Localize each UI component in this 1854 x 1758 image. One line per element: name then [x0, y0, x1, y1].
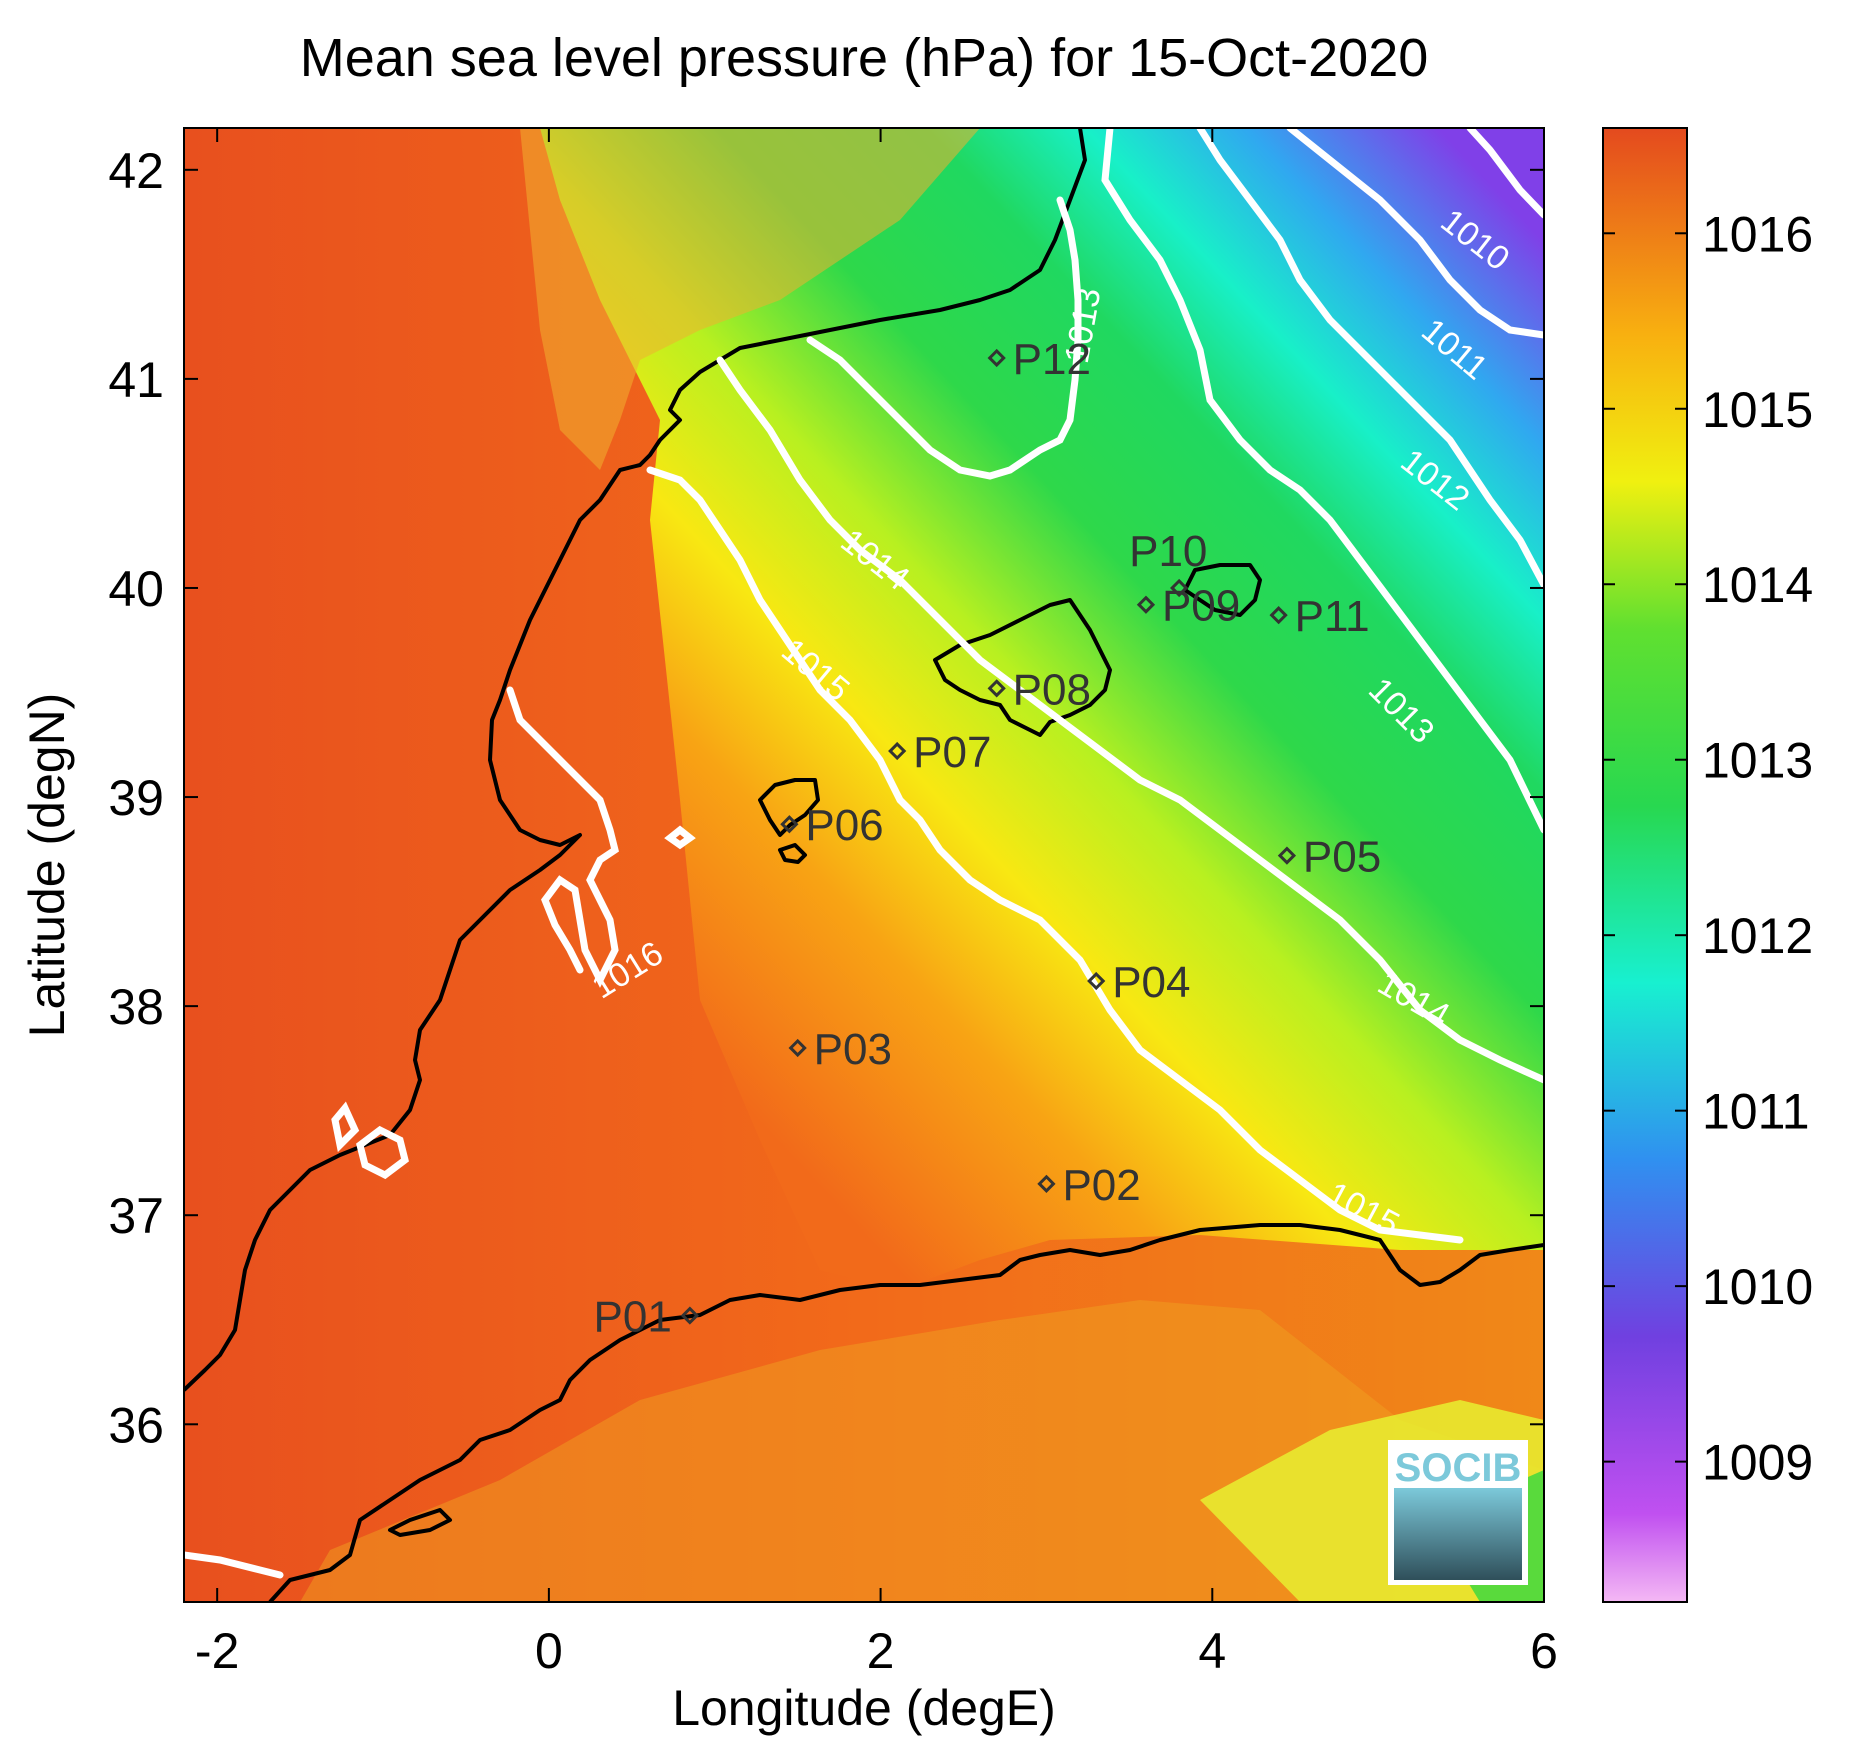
coastline-alboran-island [388, 1508, 452, 1537]
x-tick-label: 0 [535, 1623, 563, 1679]
chart-title: Mean sea level pressure (hPa) for 15-Oct… [300, 28, 1429, 88]
station-label: P06 [805, 801, 883, 850]
contour-1015 [646, 466, 1464, 1244]
station-marker [1169, 578, 1189, 598]
x-tick-label: -2 [195, 1623, 239, 1679]
colorbar-tick-label: 1014 [1702, 557, 1813, 613]
station-marker [987, 348, 1006, 368]
contour-1010 [1466, 128, 1544, 219]
coastline-menorca [1183, 563, 1262, 617]
y-tick-label: 37 [108, 1188, 164, 1244]
colorbar-tick-label: 1015 [1702, 382, 1813, 438]
coastlines [184, 128, 1544, 1602]
station-label: P11 [1295, 592, 1370, 641]
plot-frame [183, 127, 1545, 1603]
x-tick-label: 4 [1198, 1623, 1226, 1679]
y-tick-label: 40 [108, 561, 164, 617]
contour-1016-small-c [664, 825, 696, 850]
coastline-formentera [778, 843, 807, 864]
colorbar-ticks: 1009 1010 1011 1012 1013 1014 1015 1016 [1603, 206, 1813, 1491]
contour-1012 [1196, 128, 1544, 589]
contour-1016-south [184, 1551, 284, 1579]
station-label: P10 [1129, 527, 1207, 576]
station-marker [1087, 971, 1106, 991]
colorbar-tick-label: 1009 [1702, 1435, 1813, 1491]
station-marker [1269, 606, 1288, 625]
y-axis: 36 37 38 39 40 41 42 [108, 143, 1544, 1453]
station-marker [1277, 846, 1297, 865]
colorbar-tick-label: 1011 [1702, 1084, 1810, 1140]
station-label: P04 [1112, 958, 1190, 1007]
station-label: P07 [913, 728, 991, 777]
station-label: P12 [1013, 335, 1091, 384]
y-tick-label: 38 [108, 979, 164, 1035]
contour-1011 [1286, 128, 1544, 339]
pressure-contours [184, 128, 1544, 1579]
x-tick-label: 2 [867, 1623, 895, 1679]
contour-1014 [716, 356, 1544, 1084]
coastline-iberia-east [184, 128, 1087, 1392]
logo-image [1394, 1488, 1522, 1580]
station-marker [987, 679, 1006, 698]
colorbar-tick-label: 1012 [1702, 908, 1813, 964]
colorbar-scale [1602, 127, 1688, 1603]
y-tick-label: 36 [108, 1397, 164, 1453]
station-label: P08 [1013, 665, 1091, 714]
contour-1016 [506, 686, 619, 988]
station-label: P02 [1062, 1161, 1140, 1210]
colorbar: 1009 1010 1011 1012 1013 1014 1015 1016 [1602, 127, 1813, 1603]
station-marker [780, 815, 799, 834]
station-label: P05 [1303, 833, 1381, 882]
y-tick-label: 41 [108, 352, 164, 408]
station-label: P01 [594, 1293, 672, 1342]
x-axis-label: Longitude (degE) [672, 1680, 1056, 1736]
y-axis-label: Latitude (degN) [19, 693, 75, 1038]
plot-area: 1010 1011 1012 1013 1013 1014 1014 1015 … [184, 128, 1544, 1602]
y-tick-label: 39 [108, 770, 164, 826]
contour-1016-small-a [331, 1101, 360, 1153]
logo-text: SOCIB [1395, 1446, 1522, 1490]
coastline-mallorca [933, 598, 1112, 737]
contour-1013-north [806, 196, 1082, 480]
station-marker [680, 1306, 699, 1325]
station-label: P03 [814, 1025, 892, 1074]
contour-1016-small-b [356, 1125, 409, 1180]
station-marker [888, 741, 907, 761]
coastline-ibiza [758, 778, 820, 837]
socib-logo: SOCIB [1388, 1440, 1528, 1585]
colorbar-tick-label: 1016 [1702, 206, 1813, 262]
x-axis: -2 0 2 4 6 [195, 128, 1558, 1679]
land-topography-north [520, 128, 980, 470]
coastline-africa-north [268, 1223, 1544, 1602]
contour-1013 [1101, 128, 1544, 834]
station-marker [788, 1038, 807, 1058]
station-marker [1136, 595, 1156, 614]
y-tick-label: 42 [108, 143, 164, 199]
station-marker [1037, 1174, 1056, 1193]
colorbar-tick-label: 1010 [1702, 1259, 1813, 1315]
x-tick-label: 6 [1530, 1623, 1558, 1679]
colorbar-tick-label: 1013 [1702, 733, 1813, 789]
